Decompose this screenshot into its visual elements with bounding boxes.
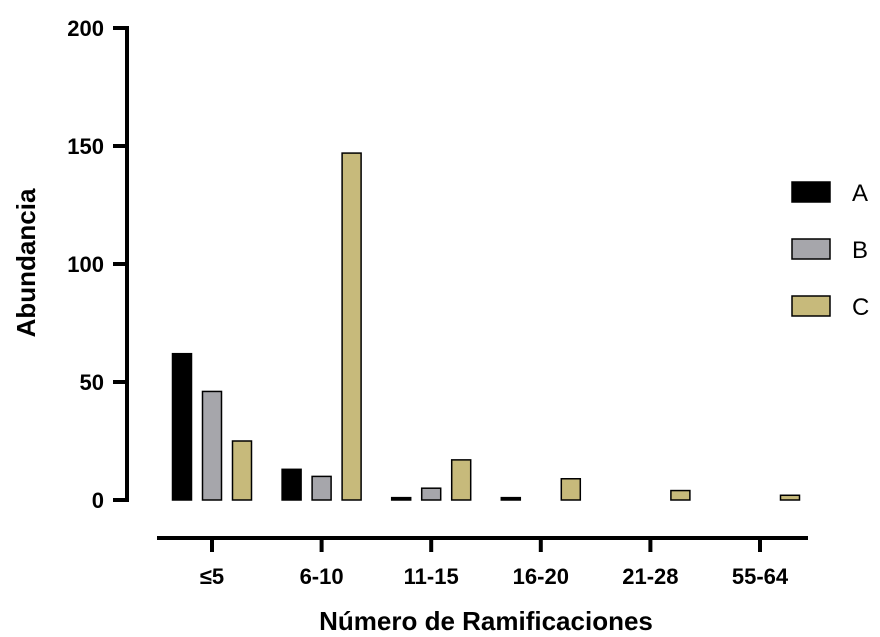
bar-a (390, 496, 412, 501)
legend-swatch-c (791, 295, 831, 317)
x-tick-label: 11-15 (404, 564, 459, 589)
bar-b (420, 487, 442, 501)
bars (171, 152, 801, 501)
legend: A B C (791, 180, 869, 321)
y-axis: 0 50 100 150 200 (67, 16, 129, 513)
y-tick-label: 100 (67, 252, 104, 277)
bar-b (201, 390, 223, 501)
y-tick-label: 50 (80, 370, 104, 395)
y-axis-title: Abundancia (11, 188, 41, 337)
bar-a (500, 496, 522, 501)
legend-label-a: A (852, 180, 868, 207)
x-tick-label: 6-10 (300, 564, 344, 589)
y-tick-label: 0 (92, 488, 104, 513)
y-tick-label: 150 (67, 134, 104, 159)
x-tick-label: 55-64 (732, 564, 789, 589)
bar-c (779, 494, 801, 501)
x-axis-title: Número de Ramificaciones (319, 606, 653, 636)
x-tick-label: 21-28 (622, 564, 678, 589)
bar-a (171, 352, 193, 501)
bar-a (281, 468, 302, 501)
bar-c (560, 478, 582, 501)
bar-c (341, 152, 362, 501)
x-ticks: ≤5 6-10 11-15 16-20 21-28 55-64 (200, 538, 789, 589)
x-tick-label: ≤5 (200, 564, 224, 589)
bar-c (670, 489, 691, 501)
legend-label-c: C (852, 294, 869, 321)
x-axis: ≤5 6-10 11-15 16-20 21-28 55-64 (157, 536, 808, 589)
legend-label-b: B (852, 237, 868, 264)
legend-swatch-b (791, 238, 831, 260)
bar-b (311, 475, 332, 501)
y-ticks: 0 50 100 150 200 (67, 16, 127, 513)
legend-swatch-a (791, 181, 831, 203)
bar-c (231, 440, 253, 501)
x-tick-label: 16-20 (513, 564, 569, 589)
y-tick-label: 200 (67, 16, 104, 41)
bar-c (450, 459, 472, 501)
